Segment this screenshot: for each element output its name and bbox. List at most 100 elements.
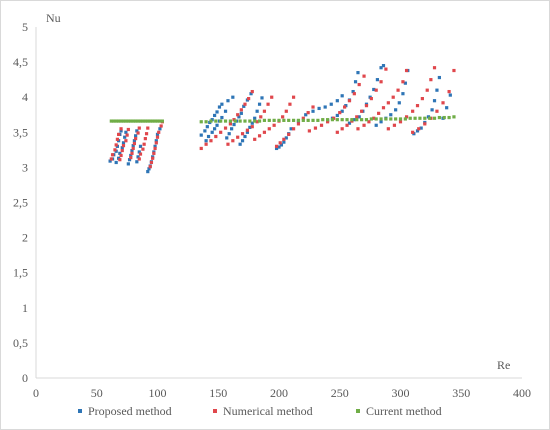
data-point: [199, 146, 203, 151]
data-point: [137, 150, 141, 154]
data-point: [220, 115, 224, 120]
data-point: [357, 115, 361, 119]
data-point: [408, 116, 412, 120]
data-point: [377, 111, 381, 115]
data-point: [420, 97, 424, 101]
data-point: [142, 142, 146, 146]
data-point: [311, 105, 315, 109]
data-point: [447, 89, 451, 94]
data-point: [153, 144, 157, 148]
data-point: [151, 156, 155, 160]
y-tick-label: 1,5: [13, 266, 28, 280]
x-tick-label: 200: [270, 386, 288, 400]
data-point: [394, 108, 398, 112]
data-point: [316, 118, 320, 122]
data-point: [121, 119, 126, 123]
y-tick-label: 0,5: [13, 336, 28, 350]
data-point: [125, 133, 129, 137]
data-point: [282, 140, 286, 144]
data-point: [442, 115, 446, 120]
data-point: [203, 129, 207, 133]
data-point: [115, 137, 120, 141]
data-point: [236, 113, 240, 117]
data-point: [127, 158, 132, 162]
data-point: [149, 160, 154, 165]
data-point: [419, 126, 423, 130]
data-point: [277, 145, 281, 149]
data-point: [379, 117, 383, 121]
data-point: [137, 126, 141, 130]
data-point: [130, 151, 134, 155]
data-point: [369, 117, 373, 121]
data-point: [330, 118, 335, 122]
data-point: [138, 144, 143, 148]
data-point: [423, 122, 427, 126]
data-point: [209, 139, 213, 143]
data-point: [131, 119, 135, 123]
data-point: [204, 120, 208, 124]
data-point: [304, 113, 308, 117]
data-point: [231, 139, 235, 143]
data-point: [146, 119, 150, 123]
data-point: [236, 135, 240, 139]
data-point: [338, 111, 342, 115]
data-point: [352, 92, 356, 96]
data-point: [374, 123, 378, 127]
data-point: [394, 117, 398, 121]
x-tick-label: 350: [452, 386, 470, 400]
legend-marker: [356, 409, 360, 413]
y-tick-label: 0: [22, 371, 28, 385]
x-tick-label: 0: [33, 386, 39, 400]
data-point: [253, 116, 257, 120]
data-point: [155, 135, 160, 139]
data-point: [151, 119, 155, 123]
data-point: [289, 127, 293, 131]
data-point: [356, 71, 360, 75]
data-point: [157, 130, 161, 134]
data-point: [215, 123, 219, 127]
data-point: [154, 139, 158, 143]
data-point: [148, 165, 152, 169]
data-point: [284, 136, 288, 140]
data-point: [130, 148, 134, 153]
data-point: [432, 66, 437, 70]
data-point: [243, 119, 247, 123]
data-point: [266, 102, 270, 106]
data-point: [340, 109, 344, 113]
data-point: [418, 116, 422, 120]
data-point: [278, 141, 282, 145]
data-point: [386, 101, 390, 105]
data-point: [134, 119, 138, 123]
data-point: [230, 127, 234, 131]
data-point: [120, 148, 124, 153]
data-point: [425, 88, 429, 92]
data-point: [204, 142, 208, 146]
x-tick-labels: 0 50 100 150 200 250 300 350 400: [33, 386, 531, 400]
data-point: [213, 113, 217, 118]
data-point: [282, 118, 286, 122]
data-point: [447, 115, 451, 120]
data-point: [353, 80, 358, 84]
data-point: [253, 137, 257, 141]
y-tick-label: 2: [22, 231, 28, 245]
data-point: [404, 68, 409, 73]
data-point: [423, 116, 427, 120]
data-point: [272, 123, 276, 127]
data-point: [284, 109, 288, 113]
data-point: [239, 108, 243, 112]
data-point: [153, 119, 157, 123]
data-point: [119, 153, 123, 158]
data-point: [398, 117, 403, 121]
data-point: [288, 102, 292, 106]
data-point: [215, 110, 219, 114]
data-point: [199, 133, 203, 137]
data-point: [124, 130, 128, 134]
data-point: [281, 115, 285, 119]
data-point: [397, 101, 401, 105]
data-point: [155, 119, 160, 123]
data-point: [282, 137, 286, 141]
data-point: [335, 118, 339, 122]
data-point: [267, 118, 271, 122]
data-point: [205, 125, 209, 129]
data-point: [136, 119, 140, 123]
